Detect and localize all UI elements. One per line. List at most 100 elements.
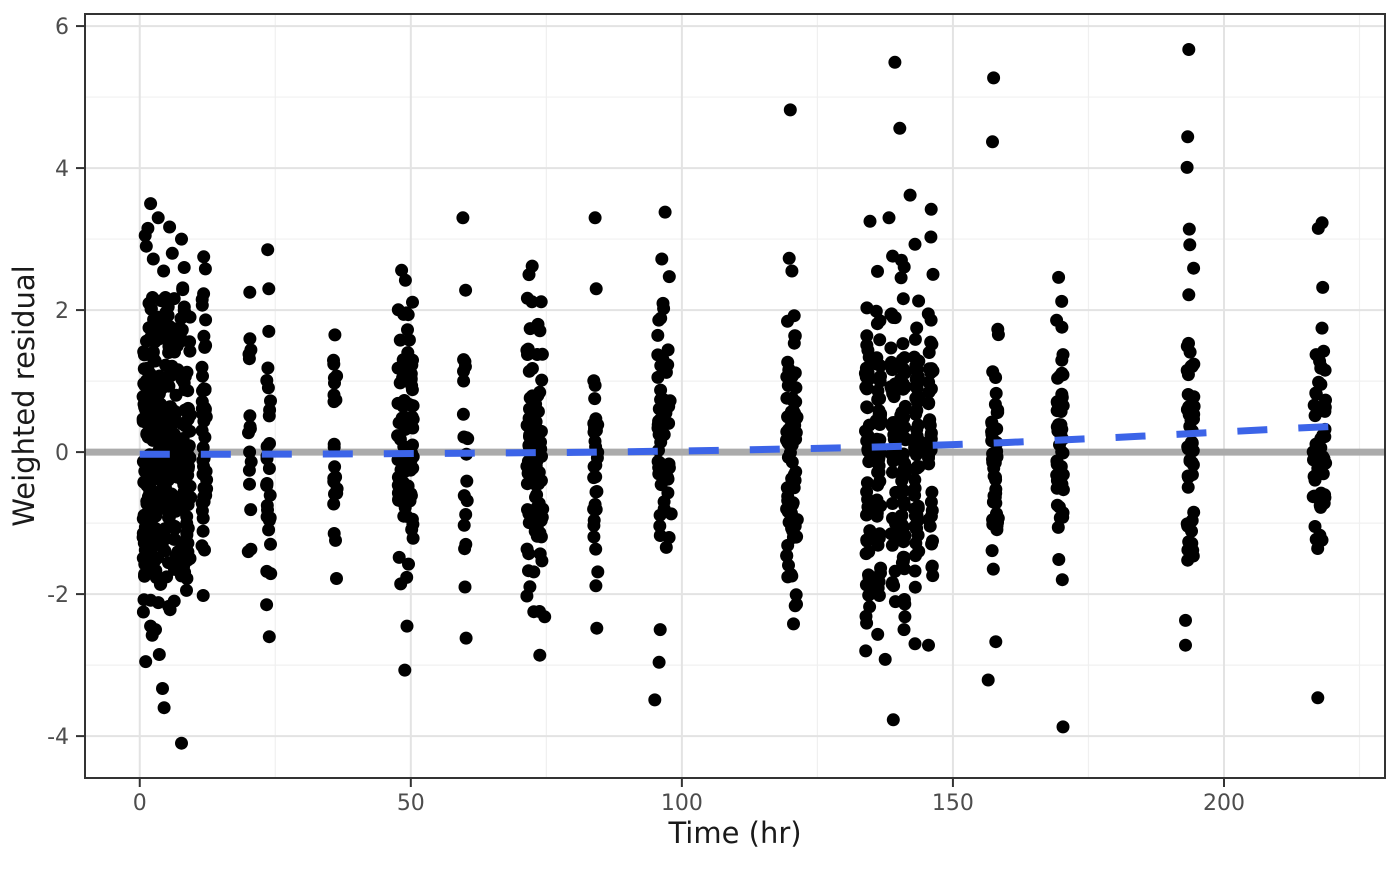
data-point: [197, 414, 211, 428]
data-points: [136, 43, 1333, 750]
x-tick-label: 50: [397, 791, 425, 816]
data-point: [177, 300, 191, 314]
data-point: [530, 348, 544, 361]
data-point: [788, 599, 802, 613]
data-point: [861, 401, 874, 415]
data-point: [195, 298, 209, 312]
data-point: [893, 121, 907, 135]
data-point: [654, 311, 668, 325]
data-point: [895, 474, 909, 488]
data-point: [460, 474, 474, 488]
data-point: [402, 333, 416, 347]
data-point: [529, 490, 542, 504]
data-point: [244, 542, 258, 556]
data-point: [393, 333, 407, 347]
smooth-trend-line: [139, 423, 1330, 458]
data-point: [534, 424, 548, 438]
data-point: [167, 404, 181, 418]
data-point: [244, 343, 258, 357]
data-point: [262, 324, 276, 338]
data-point: [404, 489, 418, 503]
data-point: [1186, 444, 1200, 458]
data-point: [460, 494, 474, 508]
data-point: [144, 197, 158, 211]
data-point: [878, 652, 892, 666]
data-point: [1181, 480, 1195, 494]
data-point: [653, 519, 667, 533]
data-point: [182, 439, 196, 453]
data-point: [329, 470, 343, 484]
data-point: [873, 374, 887, 388]
data-point: [457, 430, 471, 444]
data-point: [862, 571, 876, 584]
data-point: [863, 600, 877, 614]
data-point: [859, 644, 873, 658]
data-point: [167, 292, 181, 306]
data-point: [180, 526, 194, 540]
data-point: [789, 381, 803, 395]
data-point: [860, 485, 874, 499]
data-point: [898, 610, 912, 624]
data-point: [1180, 160, 1194, 174]
data-point: [896, 550, 910, 564]
data-point: [898, 597, 912, 611]
data-point: [1185, 549, 1199, 563]
data-point: [401, 323, 414, 337]
data-point: [897, 462, 911, 476]
data-point: [171, 434, 185, 448]
data-point: [456, 407, 470, 421]
data-point: [1053, 511, 1067, 525]
data-point: [155, 381, 169, 395]
data-point: [243, 445, 257, 459]
data-point: [869, 414, 883, 428]
data-point: [924, 230, 938, 244]
data-point: [327, 527, 341, 540]
data-point: [1187, 357, 1201, 371]
data-point: [330, 486, 344, 500]
data-point: [926, 267, 940, 281]
data-point: [327, 388, 341, 402]
data-point: [873, 333, 887, 347]
data-point: [1055, 477, 1069, 491]
data-point: [872, 531, 886, 545]
data-point: [924, 382, 938, 396]
data-point: [244, 503, 258, 517]
data-point: [136, 605, 150, 619]
data-point: [405, 523, 419, 536]
data-point: [181, 401, 195, 415]
x-tick-label: 100: [661, 791, 703, 816]
data-point: [171, 557, 185, 571]
data-point: [898, 380, 912, 394]
data-point: [398, 663, 412, 677]
data-point: [910, 403, 924, 417]
data-point: [527, 460, 541, 474]
data-point: [989, 473, 1003, 487]
data-point: [527, 565, 541, 579]
data-point: [176, 281, 190, 295]
data-point: [885, 538, 899, 552]
data-point: [1183, 238, 1197, 252]
data-point: [392, 550, 406, 564]
data-point: [145, 628, 159, 642]
data-point: [587, 530, 601, 544]
data-point: [260, 598, 274, 612]
data-point: [174, 569, 188, 583]
data-point: [139, 404, 153, 418]
data-point: [922, 638, 935, 652]
data-point: [138, 557, 152, 571]
data-point: [459, 508, 473, 521]
data-point: [243, 285, 257, 299]
data-point: [406, 353, 419, 367]
y-tick-label: -2: [47, 583, 69, 608]
data-point: [138, 464, 152, 478]
data-point: [458, 355, 472, 369]
data-point: [926, 534, 939, 548]
data-point: [911, 392, 925, 406]
data-point: [870, 317, 884, 331]
data-point: [897, 623, 911, 637]
data-point: [1182, 518, 1196, 531]
data-point: [1050, 498, 1064, 512]
data-point: [163, 603, 177, 617]
data-point: [531, 317, 545, 331]
data-point: [180, 365, 194, 379]
